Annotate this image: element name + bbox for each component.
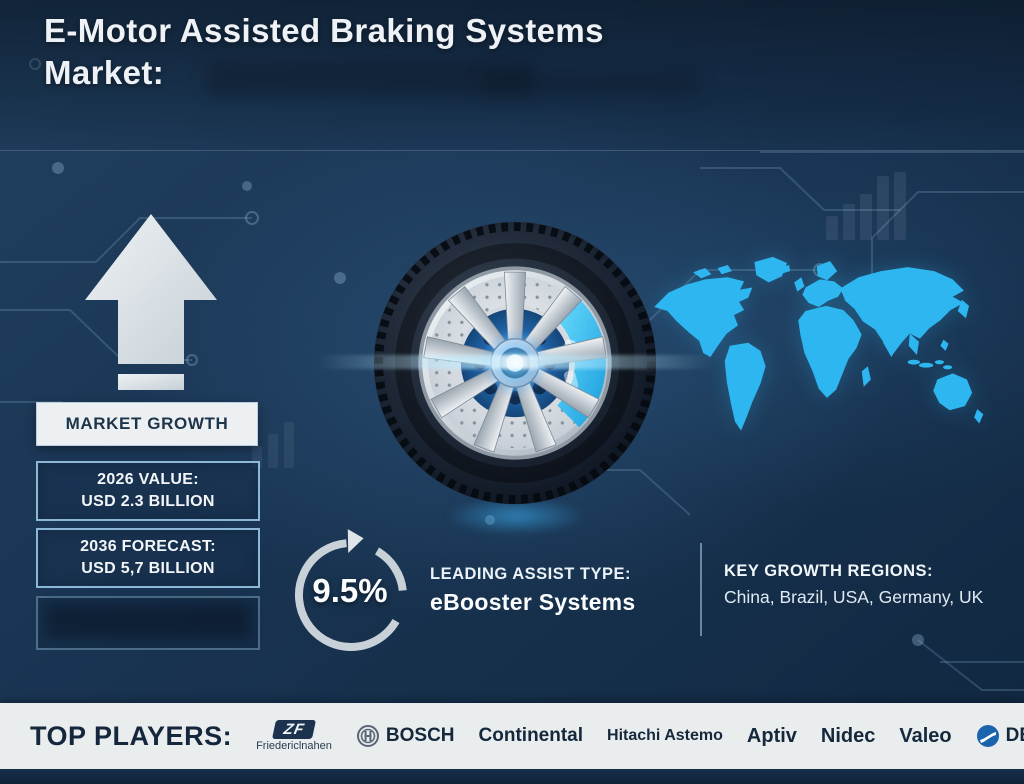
company-bosch: BOSCH [356,724,455,748]
page-title-line1: E-Motor Assisted Braking Systems [44,12,604,49]
footer-strip [0,769,1024,784]
rim-spokes [423,271,607,453]
company-continental: Continental [479,725,584,747]
company-zf: ZF Friedericlnahen [256,720,332,752]
faded-ghost-text [205,60,535,96]
page-title: E-Motor Assisted Braking Systems Market: [44,10,804,94]
value-2026-amount: USD 2.3 BILLION [81,493,215,510]
nidec-label: Nidec [820,724,876,747]
leading-assist-label: LEADING ASSIST TYPE: [430,565,631,583]
header-divider [0,150,1024,151]
faded-stat-box [36,596,260,650]
stats-vertical-divider [700,543,702,636]
bar-chart-watermark-right [826,172,906,240]
forecast-2036-amount: USD 5,7 BILLION [81,560,215,577]
forecast-2036-label: 2036 FORECAST: [80,538,216,556]
company-hitachi-astemo: Hitachi Astemo [607,727,723,745]
company-aptiv: Aptiv [747,725,797,748]
wheel-brake-illustration [373,221,657,505]
title-band [0,0,1024,151]
bosch-armature-icon [356,725,379,747]
zf-logo: ZF [271,720,317,739]
market-growth-label: MARKET GROWTH [65,414,229,433]
market-growth-heading: MARKET GROWTH [36,402,258,446]
bosch-label: BOSCH [385,725,455,746]
key-regions-label: KEY GROWTH REGIONS: [724,562,934,580]
forecast-2036-box: 2036 FORECAST: USD 5,7 BILLION [36,528,260,588]
cagr-gauge-icon [294,529,407,651]
world-map [654,256,984,431]
value-2026-label: 2026 VALUE: [97,471,199,489]
cagr-value: 9.5% [312,572,388,609]
top-players-bar: TOP PLAYERS: ZF Friedericlnahen BOSCH Co… [0,703,1024,769]
hitachi-astemo-label: Hitachi Astemo [607,727,723,744]
value-2026-box: 2026 VALUE: USD 2.3 BILLION [36,461,260,521]
continental-label: Continental [478,725,584,746]
growth-arrow-icon [85,214,217,390]
company-denso: DENSO [976,724,1024,748]
company-nidec: Nidec [821,725,875,748]
top-players-label: TOP PLAYERS: [30,720,233,751]
denso-globe-icon [976,725,999,747]
aptiv-label: Aptiv [746,724,797,747]
denso-label: DENSO [1005,725,1024,746]
leading-assist-value: eBooster Systems [430,589,636,615]
company-valeo: Valeo [899,725,951,748]
key-regions-value: China, Brazil, USA, Germany, UK [724,587,984,607]
page-title-line2: Market: [44,54,165,92]
faded-ghost-text-2 [480,72,700,96]
zf-subtitle: Friedericlnahen [256,740,332,752]
valeo-label: Valeo [899,724,952,747]
